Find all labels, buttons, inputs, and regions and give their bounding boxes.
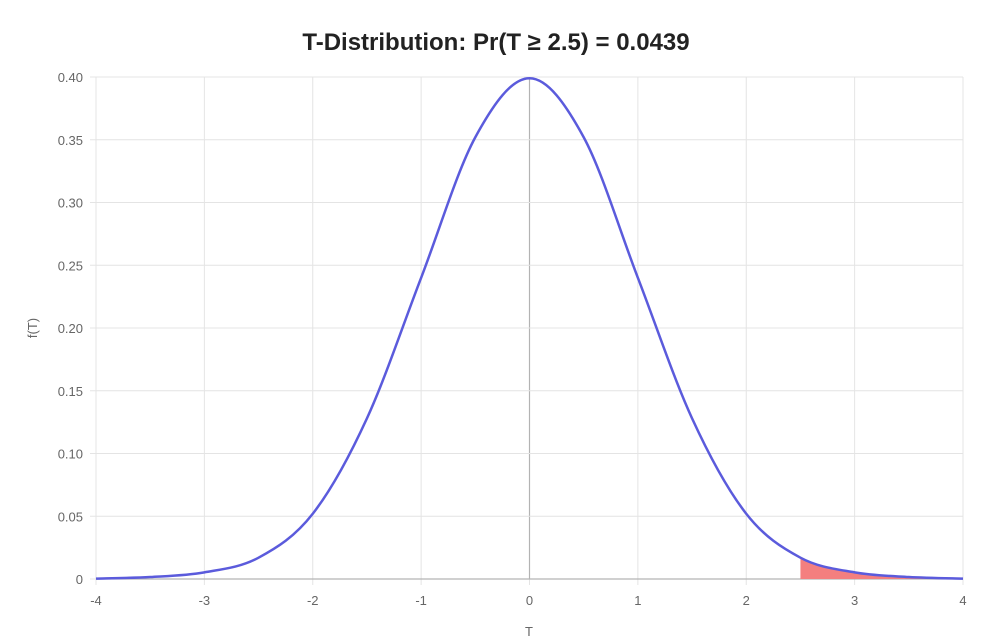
y-tick-label: 0.25 — [58, 258, 83, 273]
y-tick-label: 0.05 — [58, 509, 83, 524]
chart-title: T-Distribution: Pr(T ≥ 2.5) = 0.0439 — [302, 29, 689, 56]
density-curve — [95, 77, 964, 580]
x-tick-label: 4 — [959, 593, 966, 608]
x-axis-title: T — [525, 624, 533, 639]
x-tick-label: -3 — [199, 593, 211, 608]
x-tick-label: 0 — [526, 593, 533, 608]
density-curve-line — [95, 77, 964, 580]
y-axis-ticks: 0 0.05 0.10 0.15 0.20 0.25 0.30 0.35 0.40 — [58, 70, 83, 587]
y-tick-label: 0.15 — [58, 384, 83, 399]
x-tick-label: 3 — [851, 593, 858, 608]
shaded-tail-region — [800, 557, 963, 579]
x-axis-ticks: -4 -3 -2 -1 0 1 2 3 4 — [90, 593, 966, 608]
y-tick-label: 0.35 — [58, 133, 83, 148]
y-axis-title: f(T) — [25, 318, 40, 338]
y-tick-label: 0.40 — [58, 70, 83, 85]
x-tick-label: -4 — [90, 593, 102, 608]
y-tick-label: 0.20 — [58, 321, 83, 336]
x-tick-label: 1 — [634, 593, 641, 608]
x-tick-label: -1 — [415, 593, 427, 608]
shaded-tail-area — [800, 557, 963, 579]
y-tick-label: 0.10 — [58, 447, 83, 462]
y-tick-label: 0.30 — [58, 196, 83, 211]
y-tick-label: 0 — [76, 572, 83, 587]
x-tick-label: 2 — [743, 593, 750, 608]
x-tick-label: -2 — [307, 593, 319, 608]
grid-lines — [90, 76, 964, 585]
